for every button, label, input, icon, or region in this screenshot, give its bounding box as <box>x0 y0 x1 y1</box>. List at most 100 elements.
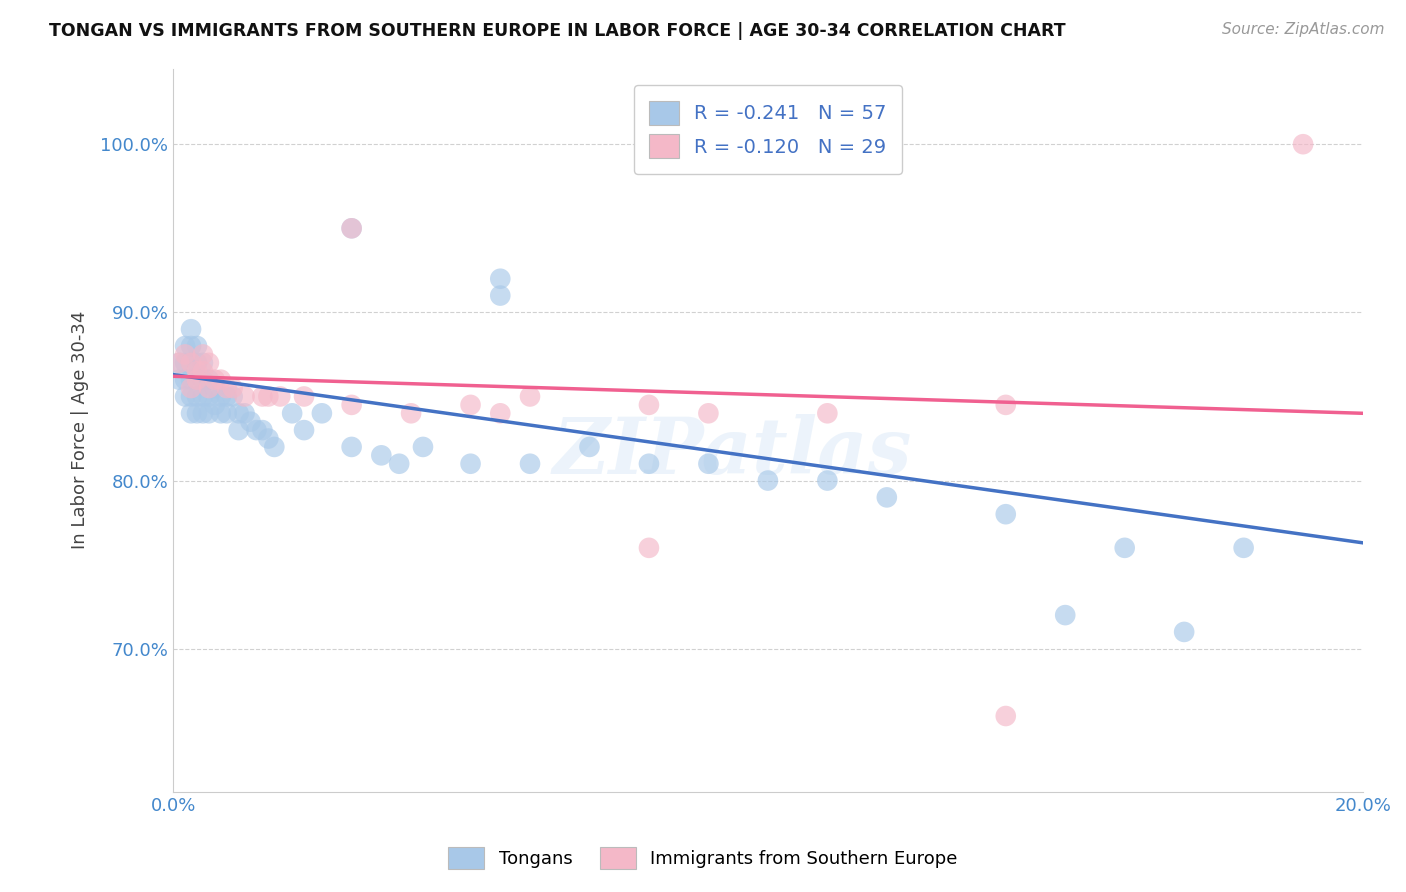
Point <box>191 356 214 370</box>
Point <box>186 339 208 353</box>
Point <box>994 709 1017 723</box>
Point <box>519 389 541 403</box>
Point <box>221 381 243 395</box>
Point <box>489 271 512 285</box>
Point <box>292 423 315 437</box>
Point <box>186 406 208 420</box>
Legend: Tongans, Immigrants from Southern Europe: Tongans, Immigrants from Southern Europe <box>439 838 967 879</box>
Point <box>180 381 202 395</box>
Y-axis label: In Labor Force | Age 30-34: In Labor Force | Age 30-34 <box>72 311 89 549</box>
Point <box>186 373 208 387</box>
Point <box>412 440 434 454</box>
Point <box>204 398 226 412</box>
Point <box>167 373 190 387</box>
Point <box>209 373 232 387</box>
Point <box>257 389 280 403</box>
Point <box>815 474 838 488</box>
Point <box>167 356 190 370</box>
Point <box>399 406 422 420</box>
Point <box>489 406 512 420</box>
Text: Source: ZipAtlas.com: Source: ZipAtlas.com <box>1222 22 1385 37</box>
Point <box>191 389 214 403</box>
Point <box>233 389 256 403</box>
Point <box>191 373 214 387</box>
Point <box>697 406 720 420</box>
Point <box>994 507 1017 521</box>
Point <box>311 406 333 420</box>
Point <box>167 356 190 370</box>
Point <box>257 432 280 446</box>
Point <box>519 457 541 471</box>
Point <box>876 491 898 505</box>
Point <box>697 457 720 471</box>
Point <box>198 406 221 420</box>
Point <box>756 474 779 488</box>
Point <box>239 415 262 429</box>
Point <box>489 288 512 302</box>
Point <box>204 373 226 387</box>
Legend: R = -0.241   N = 57, R = -0.120   N = 29: R = -0.241 N = 57, R = -0.120 N = 29 <box>634 86 903 174</box>
Point <box>638 457 661 471</box>
Point <box>1233 541 1256 555</box>
Point <box>180 356 202 370</box>
Point <box>174 389 197 403</box>
Point <box>263 440 285 454</box>
Point <box>370 448 392 462</box>
Point <box>174 347 197 361</box>
Point <box>180 406 202 420</box>
Point <box>191 406 214 420</box>
Point <box>815 406 838 420</box>
Point <box>174 356 197 370</box>
Point <box>994 398 1017 412</box>
Point <box>191 347 214 361</box>
Point <box>228 423 250 437</box>
Point <box>578 440 600 454</box>
Point <box>186 356 208 370</box>
Point <box>388 457 411 471</box>
Point <box>340 440 363 454</box>
Point <box>198 356 221 370</box>
Point <box>281 406 304 420</box>
Point <box>198 389 221 403</box>
Text: TONGAN VS IMMIGRANTS FROM SOUTHERN EUROPE IN LABOR FORCE | AGE 30-34 CORRELATION: TONGAN VS IMMIGRANTS FROM SOUTHERN EUROP… <box>49 22 1066 40</box>
Point <box>174 373 197 387</box>
Point <box>215 381 238 395</box>
Point <box>1114 541 1136 555</box>
Point <box>191 364 214 378</box>
Point <box>460 457 482 471</box>
Text: ZIPatlas: ZIPatlas <box>553 414 912 490</box>
Point <box>252 423 274 437</box>
Point <box>215 406 238 420</box>
Point <box>209 389 232 403</box>
Point <box>215 389 238 403</box>
Point <box>1292 137 1315 152</box>
Point <box>292 389 315 403</box>
Point <box>269 389 291 403</box>
Point <box>186 364 208 378</box>
Point <box>180 373 202 387</box>
Point <box>204 381 226 395</box>
Point <box>1054 608 1077 623</box>
Point <box>180 322 202 336</box>
Point <box>209 406 232 420</box>
Point <box>198 381 221 395</box>
Point <box>228 406 250 420</box>
Point <box>180 356 202 370</box>
Point <box>174 339 197 353</box>
Point <box>221 389 243 403</box>
Point <box>638 541 661 555</box>
Point <box>180 389 202 403</box>
Point <box>198 373 221 387</box>
Point <box>340 398 363 412</box>
Point <box>252 389 274 403</box>
Point <box>233 406 256 420</box>
Point <box>340 221 363 235</box>
Point <box>245 423 267 437</box>
Point <box>1173 624 1195 639</box>
Point <box>340 221 363 235</box>
Point <box>638 398 661 412</box>
Point <box>180 339 202 353</box>
Point <box>186 373 208 387</box>
Point <box>186 389 208 403</box>
Point <box>460 398 482 412</box>
